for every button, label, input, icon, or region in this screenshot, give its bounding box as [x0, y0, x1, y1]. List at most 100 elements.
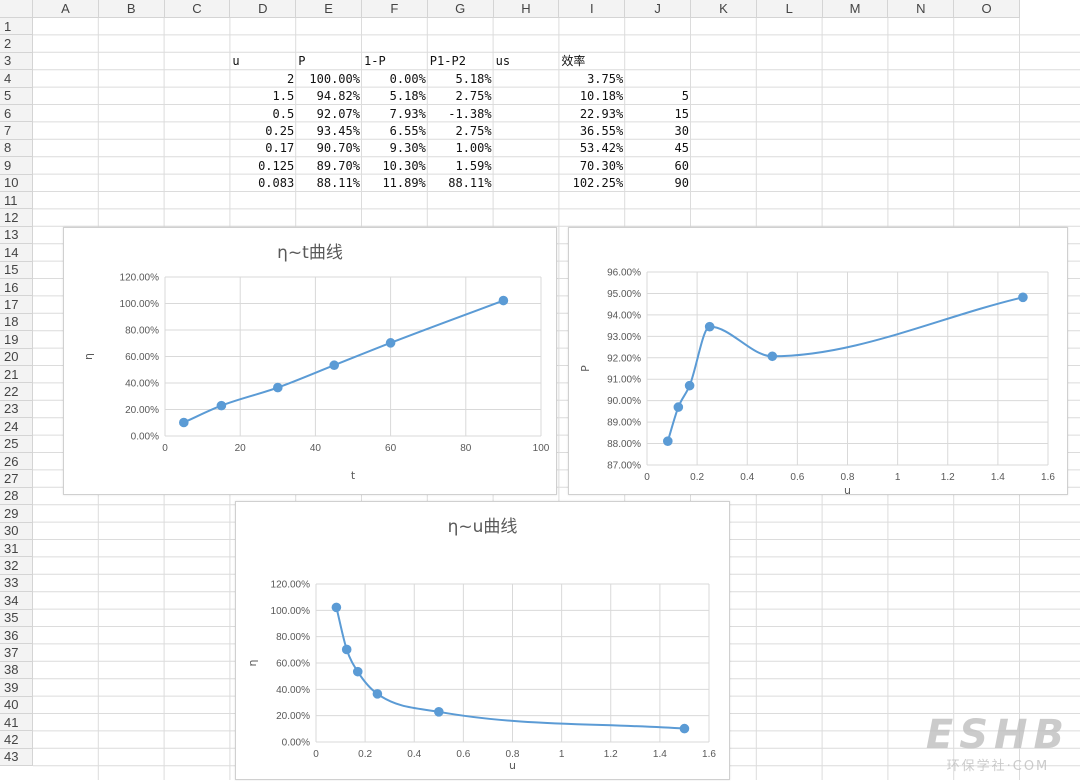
cell-I9[interactable]: 70.30% — [579, 158, 624, 173]
cell-G7[interactable]: 2.75% — [455, 123, 492, 138]
cell-D6[interactable]: 0.5 — [272, 106, 295, 121]
cell-I7[interactable]: 36.55% — [579, 123, 624, 138]
row-header-17[interactable]: 17 — [0, 296, 33, 314]
row-header-29[interactable]: 29 — [0, 505, 33, 523]
cell-I3[interactable]: 效率 — [561, 54, 586, 69]
row-header-24[interactable]: 24 — [0, 418, 33, 436]
cell-G3[interactable]: P1-P2 — [429, 54, 466, 69]
column-header-K[interactable]: K — [691, 0, 757, 18]
cell-D5[interactable]: 1.5 — [272, 89, 295, 104]
cell-J6[interactable]: 15 — [674, 106, 689, 121]
cell-J9[interactable]: 60 — [674, 158, 689, 173]
row-header-16[interactable]: 16 — [0, 279, 33, 297]
column-header-M[interactable]: M — [822, 0, 889, 18]
cell-F9[interactable]: 10.30% — [382, 158, 426, 173]
cell-J10[interactable]: 90 — [674, 176, 689, 191]
cell-F5[interactable]: 5.18% — [389, 89, 426, 104]
cell-E5[interactable]: 94.82% — [316, 89, 360, 104]
cell-I10[interactable]: 102.25% — [572, 176, 624, 191]
row-header-28[interactable]: 28 — [0, 487, 33, 506]
column-header-A[interactable]: A — [33, 0, 99, 18]
cell-I4[interactable]: 3.75% — [587, 71, 624, 86]
cell-I5[interactable]: 10.18% — [579, 89, 624, 104]
column-header-B[interactable]: B — [98, 0, 165, 18]
row-header-32[interactable]: 32 — [0, 557, 33, 575]
cell-I8[interactable]: 53.42% — [579, 141, 624, 156]
row-header-22[interactable]: 22 — [0, 383, 33, 401]
row-header-11[interactable]: 11 — [0, 192, 33, 210]
column-header-F[interactable]: F — [362, 0, 428, 18]
row-header-21[interactable]: 21 — [0, 366, 33, 384]
row-header-19[interactable]: 19 — [0, 331, 33, 349]
cell-G9[interactable]: 1.59% — [455, 158, 492, 173]
row-header-15[interactable]: 15 — [0, 261, 33, 279]
chart-eta-u[interactable]: 0.00% 20.00% 40.00% 60.00% 80.00% 100.00% 120.… — [235, 501, 730, 780]
row-header-37[interactable]: 37 — [0, 644, 33, 662]
cell-D4[interactable]: 2 — [286, 71, 295, 86]
row-header-18[interactable]: 18 — [0, 313, 33, 332]
cell-G10[interactable]: 88.11% — [448, 176, 492, 191]
cell-G4[interactable]: 5.18% — [455, 71, 492, 86]
row-header-14[interactable]: 14 — [0, 244, 33, 262]
row-header-41[interactable]: 41 — [0, 714, 33, 732]
row-header-35[interactable]: 35 — [0, 609, 33, 627]
cell-F7[interactable]: 6.55% — [389, 123, 426, 138]
cell-E6[interactable]: 92.07% — [316, 106, 360, 121]
cell-I6[interactable]: 22.93% — [579, 106, 624, 121]
cell-E8[interactable]: 90.70% — [316, 141, 360, 156]
row-header-25[interactable]: 25 — [0, 435, 33, 453]
row-header-5[interactable]: 5 — [0, 87, 33, 105]
row-header-3[interactable]: 3 — [0, 52, 33, 71]
cell-E9[interactable]: 89.70% — [316, 158, 360, 173]
column-header-G[interactable]: G — [427, 0, 494, 18]
cell-D7[interactable]: 0.25 — [265, 123, 295, 138]
cell-D8[interactable]: 0.17 — [265, 141, 295, 156]
cell-D10[interactable]: 0.083 — [258, 176, 295, 191]
row-header-4[interactable]: 4 — [0, 70, 33, 88]
row-header-33[interactable]: 33 — [0, 574, 33, 593]
cell-F3[interactable]: 1-P — [364, 54, 386, 69]
row-header-1[interactable]: 1 — [0, 18, 33, 36]
row-header-6[interactable]: 6 — [0, 105, 33, 123]
cell-G5[interactable]: 2.75% — [455, 89, 492, 104]
row-header-40[interactable]: 40 — [0, 696, 33, 714]
row-header-42[interactable]: 42 — [0, 731, 33, 749]
column-header-L[interactable]: L — [756, 0, 823, 18]
chart-eta-t[interactable]: 0.00% 20.00% 40.00% 60.00% 80.00% 100.00% 120.… — [63, 227, 557, 495]
row-header-7[interactable]: 7 — [0, 122, 33, 140]
column-header-O[interactable]: O — [954, 0, 1020, 18]
cell-E3[interactable]: P — [298, 54, 306, 69]
row-header-10[interactable]: 10 — [0, 174, 33, 192]
row-header-23[interactable]: 23 — [0, 400, 33, 419]
select-all-corner[interactable] — [0, 0, 33, 18]
column-header-E[interactable]: E — [296, 0, 362, 18]
row-header-34[interactable]: 34 — [0, 592, 33, 610]
row-header-43[interactable]: 43 — [0, 748, 33, 767]
cell-F10[interactable]: 11.89% — [382, 176, 426, 191]
column-header-D[interactable]: D — [230, 0, 297, 18]
row-header-36[interactable]: 36 — [0, 627, 33, 645]
cell-F6[interactable]: 7.93% — [389, 106, 426, 121]
row-header-38[interactable]: 38 — [0, 661, 33, 680]
column-header-I[interactable]: I — [559, 0, 626, 18]
cell-E4[interactable]: 100.00% — [309, 71, 360, 86]
cell-J5[interactable]: 5 — [681, 89, 689, 104]
cell-E7[interactable]: 93.45% — [316, 123, 360, 138]
row-header-27[interactable]: 27 — [0, 470, 33, 488]
cell-E10[interactable]: 88.11% — [316, 176, 360, 191]
chart-p-u[interactable]: 87.00% 88.00% 89.00% 90.00% 91.00% 92.00% 93.0… — [568, 227, 1068, 496]
cell-D3[interactable]: u — [232, 54, 240, 69]
row-header-12[interactable]: 12 — [0, 209, 33, 227]
cell-H3[interactable]: us — [495, 54, 511, 69]
row-header-31[interactable]: 31 — [0, 540, 33, 558]
row-header-8[interactable]: 8 — [0, 139, 33, 158]
column-header-J[interactable]: J — [625, 0, 691, 18]
row-header-9[interactable]: 9 — [0, 157, 33, 175]
row-header-13[interactable]: 13 — [0, 226, 33, 245]
column-header-N[interactable]: N — [888, 0, 955, 18]
row-header-26[interactable]: 26 — [0, 453, 33, 471]
row-header-20[interactable]: 20 — [0, 348, 33, 366]
row-header-2[interactable]: 2 — [0, 35, 33, 53]
cell-D9[interactable]: 0.125 — [258, 158, 295, 173]
column-header-C[interactable]: C — [164, 0, 231, 18]
